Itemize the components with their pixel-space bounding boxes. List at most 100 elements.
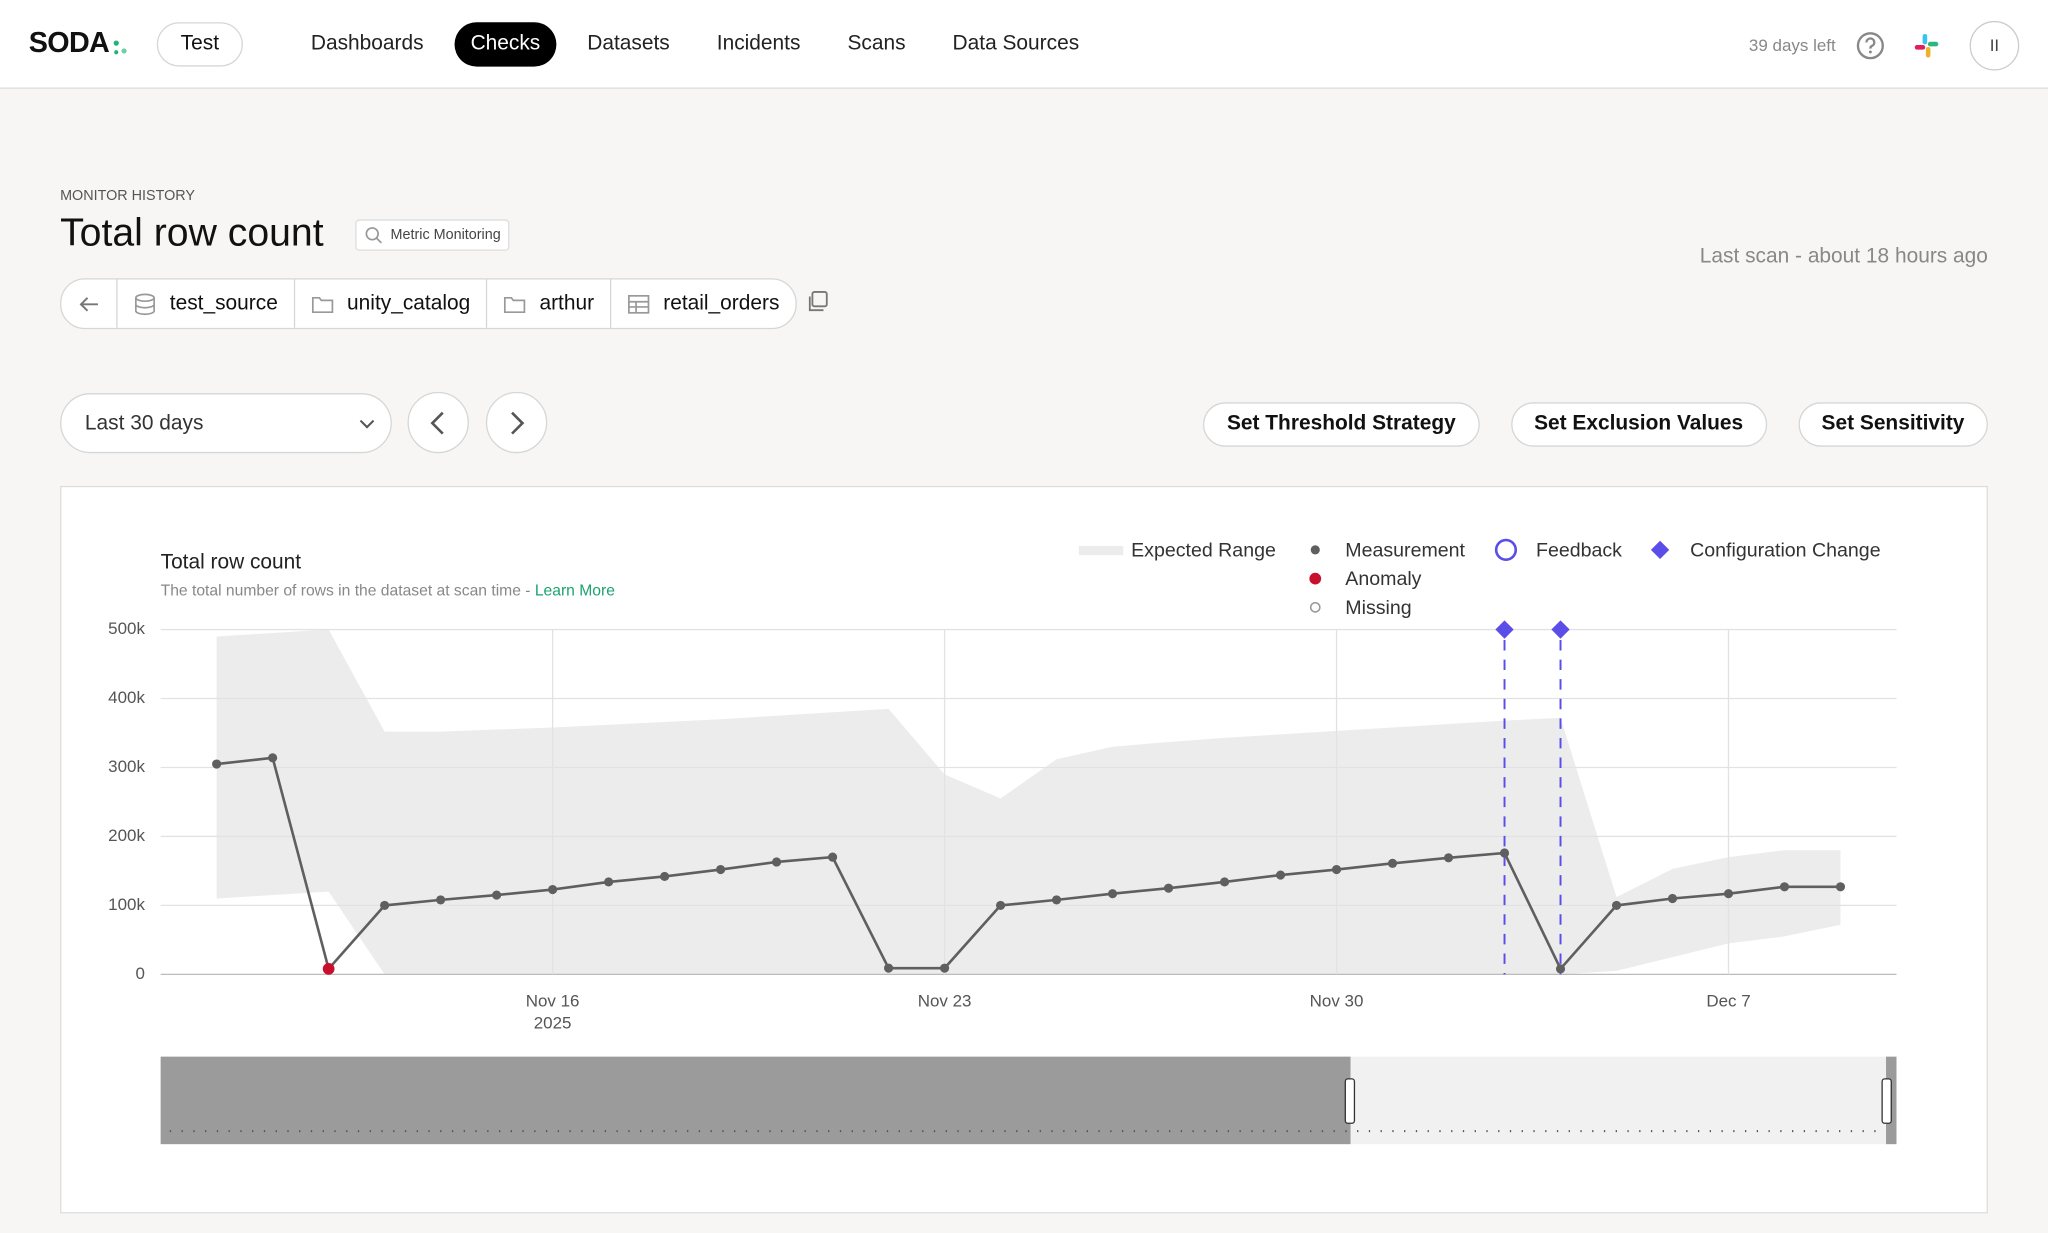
nav-item[interactable]: Dashboards — [310, 32, 424, 55]
nav-item[interactable]: Checks — [454, 22, 556, 67]
y-tick-label: 500k — [108, 619, 145, 638]
page-title: Total row count — [60, 211, 324, 255]
measurement-point — [436, 895, 446, 905]
legend-label: Missing — [1345, 597, 1411, 619]
slack-icon[interactable] — [1913, 33, 1939, 59]
measurement-point — [716, 864, 726, 875]
eyebrow: MONITOR HISTORY — [60, 188, 195, 204]
measurement-point — [1835, 882, 1846, 892]
nav-item[interactable]: Incidents — [716, 32, 801, 55]
legend-label: Feedback — [1536, 539, 1622, 561]
nav-item[interactable]: Datasets — [587, 32, 670, 55]
top-bar: SODA Test Dashboards Checks Datasets Incide… — [0, 0, 2048, 89]
chart-subtitle: The total number of rows in the dataset … — [161, 583, 616, 600]
legend-label: Anomaly — [1345, 568, 1421, 590]
action-button[interactable]: Set Sensitivity — [1798, 402, 1988, 447]
x-tick-label: Dec 7 — [1706, 991, 1750, 1010]
action-buttons: Set Threshold Strategy Set Exclusion Valu… — [1203, 402, 1988, 447]
legend-swatch — [1309, 572, 1322, 585]
nav-item[interactable]: Data Sources — [952, 32, 1080, 55]
learn-more-link[interactable]: Learn More — [535, 583, 615, 600]
measurement-point — [1051, 895, 1062, 905]
anomaly-point — [322, 962, 335, 975]
measurement-line — [216, 756, 1841, 972]
breadcrumb-item[interactable]: arthur — [485, 279, 610, 328]
crumb-icon — [627, 294, 650, 314]
x-tick-label: Nov 23 — [918, 991, 972, 1010]
measurement-point — [940, 963, 950, 973]
legend-label: Expected Range — [1131, 539, 1276, 561]
legend-swatch — [1650, 540, 1670, 560]
breadcrumb-label: retail_orders — [663, 291, 780, 315]
breadcrumb-item[interactable]: test_source — [116, 279, 293, 328]
badge-label: Metric Monitoring — [390, 227, 501, 243]
legend-swatch — [1310, 545, 1320, 555]
measurement-point — [1499, 848, 1510, 858]
navigator-handle[interactable] — [1344, 1078, 1356, 1124]
measurement-point — [1779, 882, 1790, 892]
badge-icon — [365, 227, 382, 244]
nav-item[interactable]: Scans — [847, 32, 906, 55]
breadcrumb-item[interactable]: unity_catalog — [293, 279, 486, 328]
next-button[interactable] — [485, 391, 548, 454]
x-tick-sublabel: 2025 — [534, 1013, 572, 1032]
chart-title: Total row count — [161, 550, 302, 573]
prev-icon — [430, 411, 444, 435]
workspace-switch[interactable]: Test — [156, 22, 243, 67]
range-select[interactable]: Last 30 days — [60, 393, 392, 454]
legend-swatch — [1494, 538, 1518, 561]
prev-button[interactable] — [407, 391, 469, 454]
measurement-point — [660, 871, 670, 882]
config-change-marker — [1551, 620, 1570, 639]
navigator — [160, 1056, 1897, 1145]
measurement-point — [1555, 964, 1566, 974]
legend-swatch — [1078, 545, 1124, 556]
navigator-handle[interactable] — [1881, 1078, 1892, 1124]
subtitle-text: The total number of rows in the dataset … — [161, 583, 535, 600]
y-tick-label: 0 — [136, 964, 145, 983]
help-icon[interactable] — [1856, 31, 1885, 60]
x-tick-label: Nov 16 — [526, 991, 580, 1010]
avatar[interactable]: II — [1969, 20, 2020, 71]
measurement-point — [212, 759, 222, 769]
breadcrumb-label: test_source — [169, 291, 278, 315]
y-tick-label: 200k — [108, 826, 145, 845]
measurement-point — [1275, 870, 1286, 880]
measurement-point — [1331, 864, 1342, 875]
measurement-point — [996, 900, 1006, 910]
measurement-point — [604, 877, 614, 887]
measurement-point — [828, 852, 838, 862]
crumb-icon — [134, 292, 155, 315]
next-icon — [511, 411, 525, 435]
config-change-marker — [1495, 620, 1514, 639]
breadcrumb-label: arthur — [539, 291, 595, 315]
measurement-point — [884, 963, 894, 973]
badge: Metric Monitoring — [355, 219, 510, 251]
measurement-point — [1443, 853, 1454, 863]
legend-label: Measurement — [1345, 539, 1465, 561]
action-button[interactable]: Set Threshold Strategy — [1203, 402, 1480, 447]
action-button[interactable]: Set Exclusion Values — [1510, 402, 1767, 447]
range-label: Last 30 days — [84, 412, 204, 435]
measurement-point — [772, 857, 782, 867]
measurement-point — [1219, 877, 1230, 887]
measurement-point — [1387, 858, 1398, 868]
nav-menu: Dashboards Checks Datasets Incidents Scans Da… — [295, 22, 1095, 67]
back-button[interactable] — [61, 280, 116, 328]
logo[interactable]: SODA — [28, 26, 110, 59]
crumb-icon — [503, 296, 526, 313]
breadcrumb: test_source unity_catalog arthur retail_ord… — [60, 278, 797, 330]
legend-swatch — [1309, 601, 1321, 613]
x-tick-label: Nov 30 — [1310, 991, 1364, 1010]
measurement-point — [548, 884, 558, 895]
breadcrumb-item[interactable]: retail_orders — [609, 279, 795, 328]
breadcrumb-label: unity_catalog — [347, 291, 471, 315]
crumb-icon — [311, 296, 333, 313]
measurement-point — [1107, 889, 1118, 899]
measurement-point — [1163, 883, 1174, 893]
back-icon — [79, 296, 98, 311]
copy-icon[interactable] — [806, 290, 830, 314]
last-scan: Last scan - about 18 hours ago — [1699, 245, 1988, 268]
